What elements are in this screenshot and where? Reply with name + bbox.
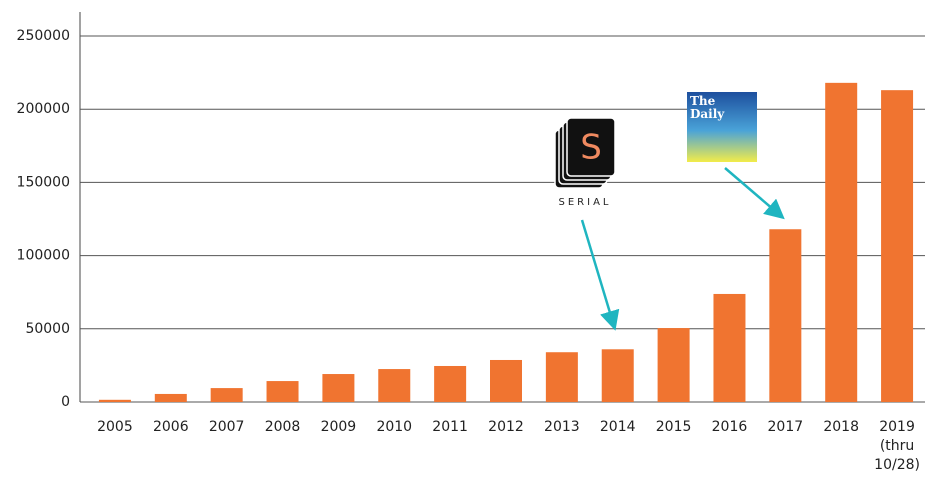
x-tick-label: 2019 (thru 10/28) — [874, 419, 920, 473]
y-tick-label: 150000 — [17, 174, 70, 190]
bar — [210, 388, 243, 402]
bar — [154, 393, 187, 402]
arrow — [580, 219, 620, 331]
bar — [769, 229, 802, 402]
serial-name: SERIAL — [559, 197, 612, 208]
daily-logo-text: The Daily — [690, 95, 725, 121]
bar — [434, 365, 467, 402]
y-tick-label: 100000 — [17, 248, 70, 264]
x-tick-label: 2014 — [599, 419, 636, 435]
y-tick-label: 50000 — [25, 321, 70, 337]
x-tick-label: 2015 — [655, 419, 692, 435]
y-tick-label: 0 — [61, 394, 70, 410]
x-tick-label: 2010 — [376, 419, 413, 435]
x-tick-label: 2017 — [767, 419, 804, 435]
x-tick-label: 2016 — [711, 419, 748, 435]
x-tick-label: 2009 — [320, 419, 357, 435]
bar — [98, 399, 131, 402]
bar — [825, 82, 858, 403]
bar — [266, 381, 299, 402]
serial-logo-letter: S — [580, 128, 602, 168]
serial-logo: S SERIAL — [554, 117, 616, 208]
x-tick-label: 2012 — [488, 419, 524, 435]
x-tick-label: 2007 — [208, 419, 245, 435]
y-tick-label: 200000 — [17, 101, 70, 117]
x-tick-label: 2013 — [544, 419, 580, 435]
bar — [378, 369, 411, 402]
daily-logo: The Daily — [687, 92, 757, 162]
x-tick-label: 2018 — [823, 419, 859, 435]
bar — [713, 293, 746, 402]
bar — [322, 374, 355, 402]
bar — [601, 349, 634, 402]
x-tick-label: 2008 — [264, 419, 301, 435]
arrow — [724, 167, 785, 220]
x-tick-label: 2011 — [432, 419, 468, 435]
bar — [657, 328, 690, 402]
bar — [545, 352, 578, 402]
y-tick-label: 250000 — [17, 28, 70, 44]
bar — [490, 359, 522, 402]
x-tick-label: 2006 — [152, 419, 189, 435]
x-tick-label: 2005 — [97, 419, 133, 435]
bar — [881, 90, 914, 402]
